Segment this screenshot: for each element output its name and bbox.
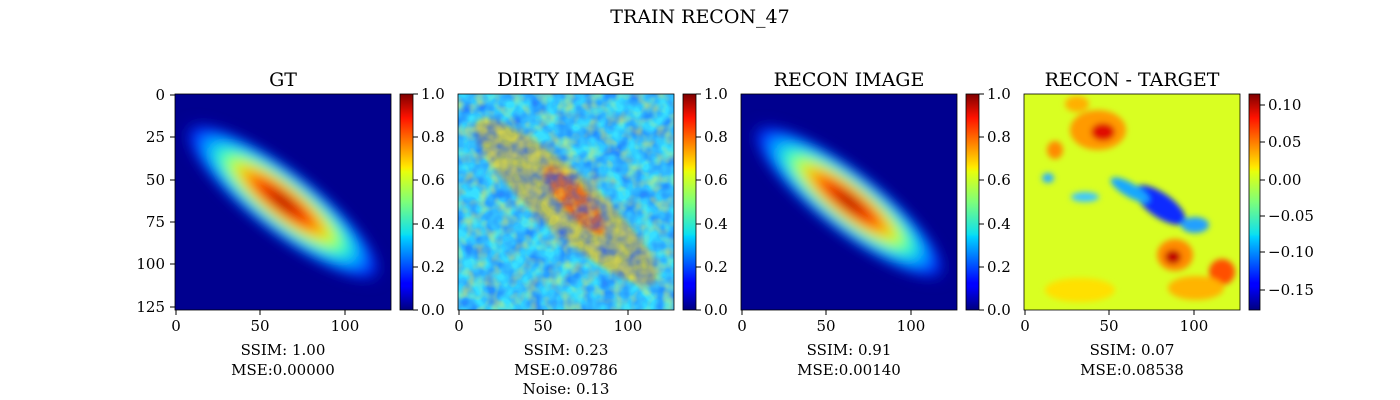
panel-residual: RECON - TARGET bbox=[1020, 69, 1314, 379]
x-axis: 0 50 100 bbox=[737, 310, 925, 335]
colorbar-tick: −0.05 bbox=[1268, 207, 1314, 225]
x-axis: 0 50 100 bbox=[1020, 310, 1208, 335]
caption-ssim: SSIM: 0.07 bbox=[1090, 341, 1175, 359]
tick-label: 125 bbox=[136, 298, 165, 316]
colorbar: 1.0 0.8 0.6 0.4 0.2 0.0 bbox=[682, 85, 728, 319]
colorbar-tick: 0.4 bbox=[421, 215, 445, 233]
colorbar: 0.10 0.05 0.00 −0.05 −0.10 −0.15 bbox=[1248, 93, 1314, 311]
caption-ssim: SSIM: 1.00 bbox=[241, 341, 326, 359]
colorbar-tick: 0.8 bbox=[987, 128, 1011, 146]
caption-mse: MSE:0.08538 bbox=[1080, 361, 1184, 379]
caption-noise: Noise: 0.13 bbox=[523, 380, 610, 398]
colorbar-tick: 0.2 bbox=[704, 258, 728, 276]
colorbar-tick: 0.8 bbox=[421, 128, 445, 146]
colorbar-tick: −0.10 bbox=[1268, 243, 1314, 261]
colorbar-tick: 1.0 bbox=[421, 85, 445, 103]
caption-ssim: SSIM: 0.23 bbox=[524, 341, 609, 359]
colorbar-tick: −0.15 bbox=[1268, 281, 1314, 299]
colorbar-tick: 0.00 bbox=[1268, 171, 1301, 189]
tick-label: 50 bbox=[1099, 317, 1118, 335]
tick-label: 100 bbox=[331, 317, 360, 335]
colorbar-tick: 0.4 bbox=[987, 215, 1011, 233]
panel-dirty: DIRTY IMAGE 0 50 100 1. bbox=[454, 69, 728, 398]
colorbar: 1.0 0.8 0.6 0.4 0.2 0.0 bbox=[399, 85, 445, 319]
colorbar-tick: 0.2 bbox=[987, 258, 1011, 276]
colorbar-tick: 0.4 bbox=[704, 215, 728, 233]
tick-label: 0 bbox=[1020, 317, 1030, 335]
x-axis: 0 50 100 bbox=[454, 310, 642, 335]
caption-mse: MSE:0.00000 bbox=[231, 361, 335, 379]
figure-title: TRAIN RECON_47 bbox=[610, 6, 789, 28]
panel-title: GT bbox=[269, 69, 297, 91]
panel-recon: RECON IMAGE 0 50 100 1.0 0.8 0.6 bbox=[737, 69, 1011, 379]
colorbar-tick: 0.0 bbox=[987, 301, 1011, 319]
tick-label: 100 bbox=[1180, 317, 1209, 335]
tick-label: 50 bbox=[250, 317, 269, 335]
tick-label: 50 bbox=[533, 317, 552, 335]
heatmap-image bbox=[741, 94, 957, 310]
heatmap-image bbox=[1024, 94, 1240, 310]
tick-label: 75 bbox=[146, 213, 165, 231]
tick-label: 0 bbox=[737, 317, 747, 335]
caption-ssim: SSIM: 0.91 bbox=[807, 341, 892, 359]
colorbar-tick: 0.2 bbox=[421, 258, 445, 276]
colorbar-tick: 0.05 bbox=[1268, 133, 1301, 151]
panel-title: DIRTY IMAGE bbox=[497, 69, 635, 91]
colorbar-tick: 0.6 bbox=[987, 171, 1011, 189]
colorbar-tick: 0.0 bbox=[421, 301, 445, 319]
colorbar-tick: 0.6 bbox=[704, 171, 728, 189]
tick-label: 0 bbox=[155, 86, 165, 104]
caption-mse: MSE:0.09786 bbox=[514, 361, 618, 379]
tick-label: 25 bbox=[146, 128, 165, 146]
heatmap-image bbox=[458, 94, 674, 310]
colorbar-tick: 1.0 bbox=[704, 85, 728, 103]
panel-title: RECON - TARGET bbox=[1045, 69, 1220, 91]
tick-label: 100 bbox=[897, 317, 926, 335]
caption-mse: MSE:0.00140 bbox=[797, 361, 901, 379]
tick-label: 50 bbox=[816, 317, 835, 335]
colorbar-tick: 0.6 bbox=[421, 171, 445, 189]
panel-title: RECON IMAGE bbox=[774, 69, 925, 91]
panel-gt: GT 0 50 100 0 25 50 75 bbox=[136, 69, 445, 379]
colorbar: 1.0 0.8 0.6 0.4 0.2 0.0 bbox=[965, 85, 1011, 319]
x-axis: 0 50 100 bbox=[171, 310, 359, 335]
colorbar-tick: 0.10 bbox=[1268, 96, 1301, 114]
y-axis: 0 25 50 75 100 125 bbox=[136, 86, 175, 316]
colorbar-tick: 0.8 bbox=[704, 128, 728, 146]
colorbar-tick: 1.0 bbox=[987, 85, 1011, 103]
heatmap-image bbox=[175, 94, 391, 310]
tick-label: 0 bbox=[171, 317, 181, 335]
tick-label: 0 bbox=[454, 317, 464, 335]
tick-label: 50 bbox=[146, 171, 165, 189]
colorbar-tick: 0.0 bbox=[704, 301, 728, 319]
tick-label: 100 bbox=[614, 317, 643, 335]
tick-label: 100 bbox=[136, 255, 165, 273]
